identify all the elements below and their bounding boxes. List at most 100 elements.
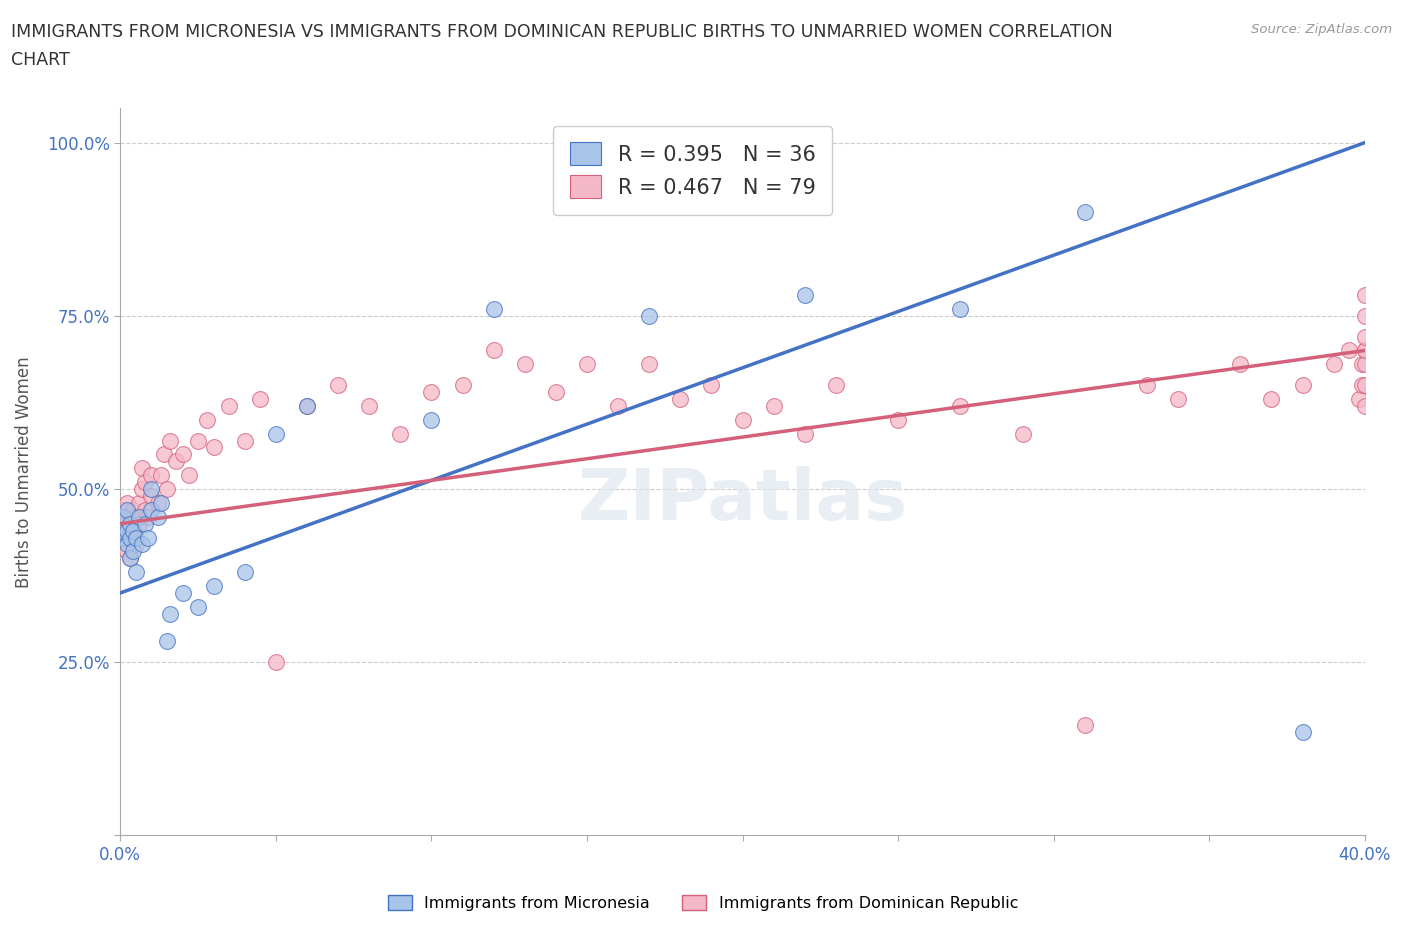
Point (264, 655, 287, 670)
Point (1354, 343, 1376, 358)
Point (115, 544, 138, 559)
Point (187, 599, 209, 614)
Point (134, 502, 156, 517)
Point (887, 412, 910, 427)
Point (125, 537, 148, 551)
Point (177, 468, 200, 483)
Point (125, 510, 148, 525)
Point (1136, 378, 1159, 392)
Point (149, 468, 172, 483)
Legend: Immigrants from Micronesia, Immigrants from Dominican Republic: Immigrants from Micronesia, Immigrants f… (381, 889, 1025, 917)
Point (121, 524, 143, 538)
Point (1354, 309, 1376, 324)
Point (451, 378, 474, 392)
Point (136, 510, 159, 525)
Point (118, 516, 141, 531)
Point (172, 586, 194, 601)
Point (482, 343, 505, 358)
Point (1354, 329, 1376, 344)
Point (1291, 378, 1313, 392)
Point (218, 398, 240, 413)
Point (1354, 398, 1376, 413)
Point (762, 398, 785, 413)
Point (197, 412, 219, 427)
Point (575, 357, 598, 372)
Point (121, 544, 143, 559)
Point (165, 454, 187, 469)
Text: IMMIGRANTS FROM MICRONESIA VS IMMIGRANTS FROM DOMINICAN REPUBLIC BIRTHS TO UNMAR: IMMIGRANTS FROM MICRONESIA VS IMMIGRANTS… (11, 23, 1114, 41)
Point (264, 426, 287, 441)
Point (1229, 357, 1251, 372)
Point (131, 460, 153, 475)
Point (134, 474, 156, 489)
Point (115, 510, 138, 525)
Point (793, 426, 815, 441)
Point (1354, 343, 1376, 358)
Point (793, 287, 815, 302)
Point (700, 378, 723, 392)
Point (1074, 205, 1097, 219)
Point (141, 482, 163, 497)
Point (153, 447, 176, 462)
Point (249, 392, 271, 406)
Point (146, 510, 169, 525)
Point (131, 482, 153, 497)
Point (141, 502, 163, 517)
Point (607, 398, 630, 413)
Text: Source: ZipAtlas.com: Source: ZipAtlas.com (1251, 23, 1392, 36)
Point (513, 357, 536, 372)
Point (202, 440, 225, 455)
Point (112, 510, 135, 525)
Point (731, 412, 754, 427)
Point (638, 309, 661, 324)
Point (125, 530, 148, 545)
Point (118, 510, 141, 525)
Point (134, 516, 156, 531)
Point (420, 412, 443, 427)
Point (118, 530, 141, 545)
Point (669, 392, 692, 406)
Point (136, 530, 159, 545)
Y-axis label: Births to Unmarried Women: Births to Unmarried Women (15, 356, 32, 588)
Point (202, 578, 225, 593)
Point (482, 301, 505, 316)
Point (115, 530, 138, 545)
Point (115, 524, 138, 538)
Point (638, 357, 661, 372)
Point (115, 502, 138, 517)
Point (359, 398, 381, 413)
Point (825, 378, 848, 392)
Point (949, 398, 972, 413)
Point (233, 565, 256, 579)
Point (172, 447, 194, 462)
Point (159, 606, 181, 621)
Point (128, 510, 150, 525)
Point (125, 565, 148, 579)
Point (121, 524, 143, 538)
Text: CHART: CHART (11, 51, 70, 69)
Point (121, 502, 143, 517)
Point (233, 433, 256, 448)
Point (1074, 717, 1097, 732)
Point (156, 482, 179, 497)
Point (118, 551, 141, 565)
Point (115, 537, 138, 551)
Point (146, 496, 169, 511)
Point (544, 385, 567, 400)
Legend: R = 0.395   N = 36, R = 0.467   N = 79: R = 0.395 N = 36, R = 0.467 N = 79 (553, 126, 832, 215)
Point (1347, 392, 1369, 406)
Point (141, 488, 163, 503)
Point (1339, 343, 1361, 358)
Point (1354, 357, 1376, 372)
Point (118, 551, 141, 565)
Point (389, 426, 412, 441)
Point (159, 433, 181, 448)
Point (1354, 378, 1376, 392)
Point (156, 634, 179, 649)
Point (118, 530, 141, 545)
Point (128, 496, 150, 511)
Point (112, 516, 135, 531)
Point (949, 301, 972, 316)
Point (1323, 357, 1346, 372)
Point (1260, 392, 1282, 406)
